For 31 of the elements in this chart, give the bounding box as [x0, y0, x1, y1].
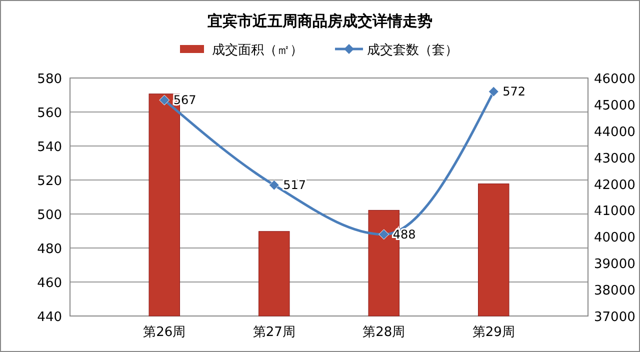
y-tick-label: 540	[37, 140, 62, 155]
y-tick-label: 520	[37, 174, 62, 189]
legend-label: 成交面积（㎡）	[212, 42, 303, 58]
y2-tick-label: 42000	[594, 178, 636, 193]
chart-title: 宜宾市近五周商品房成交详情走势	[208, 12, 432, 30]
y2-tick-label: 45000	[594, 98, 636, 114]
point	[488, 86, 499, 97]
y-tick-label: 500	[37, 208, 62, 223]
y-tick-label: 440	[37, 310, 62, 325]
y2-tick-label: 43000	[594, 151, 636, 166]
x-tick-label: 第28周	[362, 325, 406, 340]
point	[378, 229, 390, 240]
y2-tick-label: 37000	[594, 310, 636, 325]
y2-tick-label: 46000	[594, 72, 636, 87]
y2-tick-label: 39000	[594, 257, 636, 272]
data-label: 517	[283, 178, 306, 192]
y-tick-label: 580	[37, 72, 62, 87]
y2-tick-label: 40000	[594, 230, 636, 246]
x-tick-label: 第27周	[252, 325, 296, 340]
y-tick-label: 480	[37, 242, 62, 257]
point	[268, 180, 280, 190]
y2-tick-label: 44000	[594, 124, 636, 140]
x-tick-label: 第29周	[472, 325, 515, 340]
y2-tick-label: 41000	[594, 204, 636, 220]
point	[159, 94, 170, 106]
x-tick-label: 第26周	[143, 325, 186, 340]
legend-label: 成交套数（套）	[367, 42, 458, 58]
data-label: 572	[502, 84, 526, 99]
y-tick-label: 460	[37, 276, 62, 291]
y-tick-label: 560	[37, 106, 62, 121]
y2-tick-label: 38000	[594, 284, 636, 299]
